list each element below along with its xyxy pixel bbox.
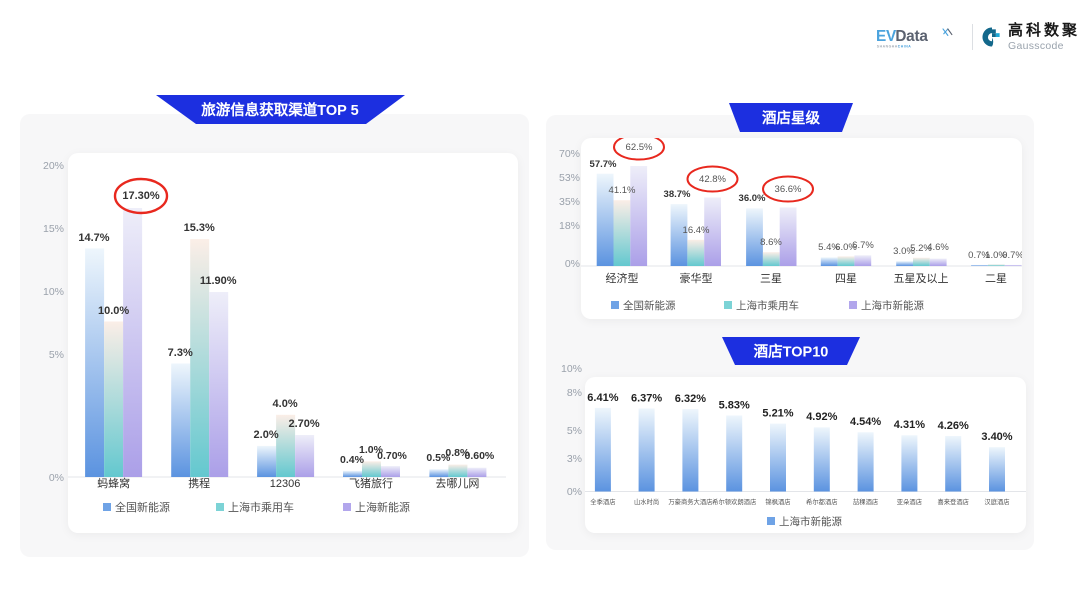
svg-text:豪华型: 豪华型 [680, 271, 713, 285]
svg-text:万豪商务大酒店: 万豪商务大酒店 [668, 497, 712, 506]
svg-text:5.21%: 5.21% [762, 408, 793, 420]
svg-text:喆稞酒店: 喆稞酒店 [853, 497, 878, 506]
svg-text:4.26%: 4.26% [938, 420, 969, 432]
svg-text:全国新能源: 全国新能源 [115, 500, 170, 514]
svg-text:上海市乘用车: 上海市乘用车 [736, 299, 799, 312]
svg-text:CHINA: CHINA [898, 44, 911, 48]
svg-text:飞猪旅行: 飞猪旅行 [349, 476, 393, 490]
svg-text:上海新能源: 上海新能源 [355, 500, 410, 514]
svg-text:6.32%: 6.32% [675, 393, 706, 405]
svg-text:14.7%: 14.7% [78, 232, 109, 244]
svg-text:4.31%: 4.31% [894, 419, 925, 431]
svg-text:6.41%: 6.41% [587, 392, 618, 404]
svg-text:酒店星级: 酒店星级 [762, 109, 820, 127]
svg-text:57.7%: 57.7% [590, 159, 617, 170]
svg-text:4.54%: 4.54% [850, 416, 881, 428]
svg-text:上海市乘用车: 上海市乘用车 [228, 500, 294, 514]
svg-text:4.92%: 4.92% [806, 411, 837, 423]
svg-text:10.0%: 10.0% [98, 305, 129, 317]
svg-text:上海市新能源: 上海市新能源 [779, 515, 842, 528]
svg-text:EV: EV [876, 28, 897, 45]
svg-text:希尔都酒店: 希尔都酒店 [806, 497, 837, 506]
svg-text:0.7%: 0.7% [1002, 250, 1022, 261]
svg-text:蚂蜂窝: 蚂蜂窝 [97, 476, 130, 490]
svg-text:2.0%: 2.0% [254, 429, 279, 441]
svg-text:经济型: 经济型 [606, 271, 639, 285]
svg-text:15.3%: 15.3% [184, 222, 215, 234]
svg-text:0.70%: 0.70% [377, 450, 407, 462]
svg-text:上海市新能源: 上海市新能源 [861, 299, 924, 312]
svg-text:山水时尚: 山水时尚 [634, 497, 659, 506]
svg-text:36.0%: 36.0% [739, 193, 766, 204]
svg-text:4.0%: 4.0% [273, 398, 298, 410]
svg-text:喜来登酒店: 喜来登酒店 [937, 497, 968, 506]
svg-text:锦枫酒店: 锦枫酒店 [765, 497, 790, 506]
svg-text:SHANGHAI: SHANGHAI [877, 44, 899, 48]
svg-text:旅游信息获取渠道TOP 5: 旅游信息获取渠道TOP 5 [201, 101, 358, 119]
svg-text:6.7%: 6.7% [852, 240, 874, 251]
svg-text:Data: Data [895, 28, 928, 45]
svg-text:二星: 二星 [985, 272, 1007, 285]
svg-text:8.6%: 8.6% [760, 237, 782, 248]
svg-text:三星: 三星 [760, 272, 782, 285]
svg-text:36.6%: 36.6% [775, 184, 802, 195]
svg-text:38.7%: 38.7% [664, 189, 691, 200]
svg-text:希尔顿欢朗酒店: 希尔顿欢朗酒店 [712, 497, 756, 506]
svg-text:3.40%: 3.40% [981, 431, 1012, 443]
svg-text:17.30%: 17.30% [122, 190, 160, 202]
svg-text:酒店TOP10: 酒店TOP10 [754, 343, 829, 361]
svg-text:全季酒店: 全季酒店 [590, 497, 615, 506]
svg-text:五星及以上: 五星及以上 [894, 272, 949, 285]
svg-text:6.37%: 6.37% [631, 393, 662, 405]
svg-text:携程: 携程 [188, 476, 210, 490]
svg-text:四星: 四星 [835, 272, 857, 285]
svg-text:亚朵酒店: 亚朵酒店 [897, 497, 922, 506]
svg-text:汉庭酒店: 汉庭酒店 [984, 497, 1009, 506]
svg-text:7.3%: 7.3% [168, 347, 193, 359]
svg-text:62.5%: 62.5% [626, 142, 653, 153]
svg-text:2.70%: 2.70% [288, 418, 319, 430]
svg-text:12306: 12306 [270, 478, 301, 490]
svg-text:5.83%: 5.83% [719, 400, 750, 412]
svg-text:全国新能源: 全国新能源 [623, 299, 676, 312]
svg-text:0.60%: 0.60% [465, 450, 495, 462]
svg-text:去哪儿网: 去哪儿网 [435, 477, 479, 490]
svg-text:42.8%: 42.8% [699, 174, 726, 185]
svg-text:11.90%: 11.90% [200, 275, 237, 287]
svg-text:41.1%: 41.1% [609, 185, 636, 196]
svg-text:16.4%: 16.4% [683, 225, 710, 236]
svg-text:4.6%: 4.6% [927, 242, 949, 253]
